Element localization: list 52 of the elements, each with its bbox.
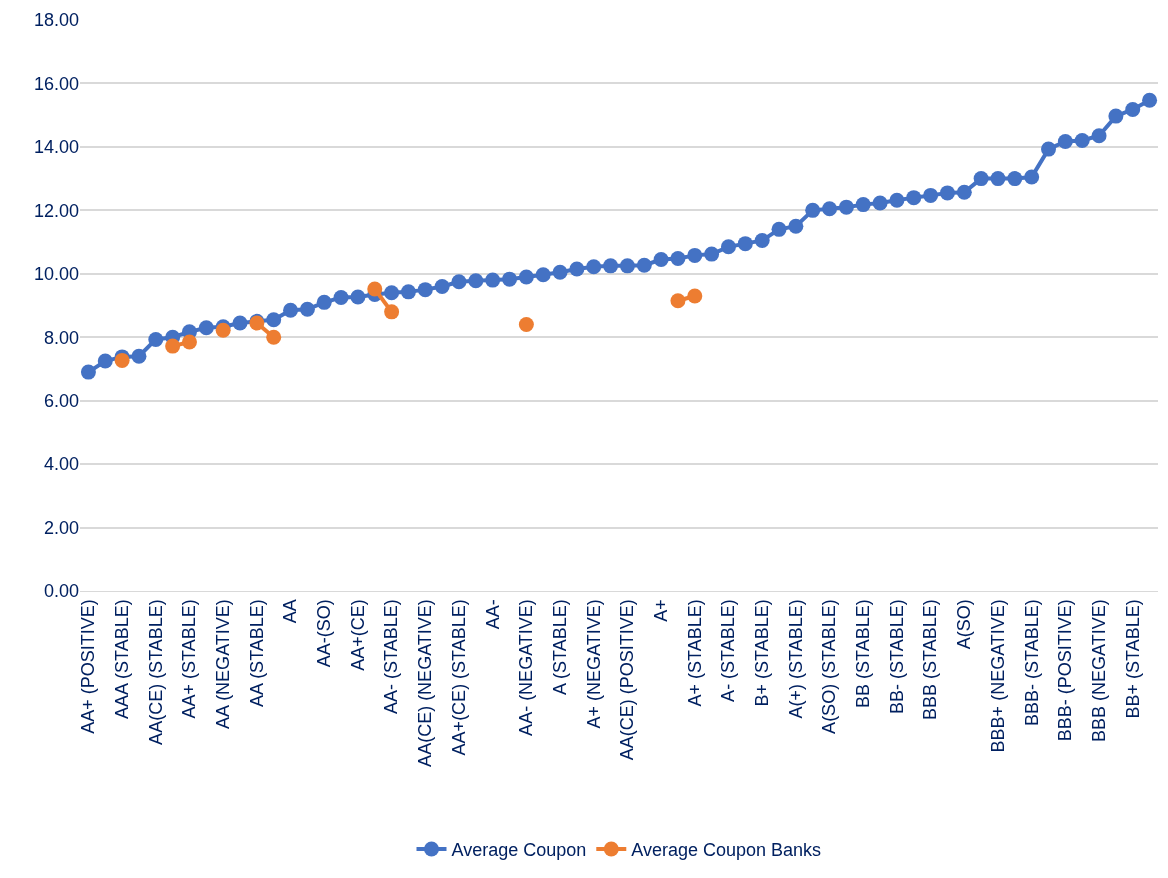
x-tick-label: A(SO) (STABLE) <box>819 599 840 734</box>
x-tick-label: B+ (STABLE) <box>752 599 773 707</box>
x-tick-label: BB (STABLE) <box>853 599 874 708</box>
y-tick-label: 6.00 <box>43 390 79 411</box>
y-tick-label: 18.00 <box>33 10 79 31</box>
x-tick-label: BBB+ (NEGATIVE) <box>987 599 1008 753</box>
x-tick-label: AA (STABLE) <box>246 599 267 707</box>
point <box>367 281 383 297</box>
point <box>670 293 686 309</box>
x-tick-label: A- (STABLE) <box>718 599 739 702</box>
y-tick-label: 8.00 <box>43 327 79 348</box>
point <box>266 329 282 345</box>
point <box>518 317 534 333</box>
x-tick-label: AA- <box>482 599 503 630</box>
x-tick-label: BB+ (STABLE) <box>1122 599 1143 719</box>
x-tick-label: AA+ (POSITIVE) <box>78 599 99 734</box>
x-tick-label: BB- (STABLE) <box>886 599 907 714</box>
x-tick-label: A+ (NEGATIVE) <box>583 599 604 729</box>
x-tick-label: AA- (NEGATIVE) <box>516 599 537 736</box>
x-tick-label: AAA (STABLE) <box>111 599 132 719</box>
point <box>687 288 703 304</box>
x-tick-label: AA(CE) (NEGATIVE) <box>415 599 436 767</box>
x-tick-label: AA- (STABLE) <box>381 599 402 714</box>
y-tick-label: 2.00 <box>43 517 79 538</box>
x-tick-label: AA+(CE) (STABLE) <box>448 599 469 756</box>
x-tick-label: AA(CE) (STABLE) <box>145 599 166 745</box>
legend-label: Average Coupon <box>451 840 587 861</box>
x-tick-label: AA+(CE) <box>347 599 368 671</box>
point <box>384 304 400 320</box>
x-tick-label: A+ (STABLE) <box>684 599 705 707</box>
y-tick-label: 10.00 <box>33 264 79 285</box>
y-tick-label: 16.00 <box>33 73 79 94</box>
x-tick-label: BBB- (POSITIVE) <box>1055 599 1076 742</box>
x-tick-label: AA+ (STABLE) <box>179 599 200 719</box>
x-tick-label: BBB- (STABLE) <box>1021 599 1042 726</box>
x-tick-label: A(SO) <box>954 599 975 650</box>
x-tick-label: AA(CE) (POSITIVE) <box>617 599 638 761</box>
x-tick-label: AA (NEGATIVE) <box>213 599 234 729</box>
x-tick-label: BBB (NEGATIVE) <box>1088 599 1109 742</box>
y-tick-label: 12.00 <box>33 200 79 221</box>
x-tick-label: BBB (STABLE) <box>920 599 941 720</box>
point <box>181 334 197 350</box>
y-tick-label: 14.00 <box>33 137 79 158</box>
x-tick-label: AA-(SO) <box>314 599 335 668</box>
legend-label: Average Coupon Banks <box>631 840 822 861</box>
y-tick-label: 0.00 <box>43 581 79 602</box>
x-tick-label: A(+) (STABLE) <box>785 599 806 719</box>
x-tick-label: A (STABLE) <box>549 599 570 695</box>
x-tick-label: AA <box>280 599 301 624</box>
x-tick-label: A+ <box>650 599 671 622</box>
y-tick-label: 4.00 <box>43 454 79 475</box>
point <box>165 338 181 354</box>
